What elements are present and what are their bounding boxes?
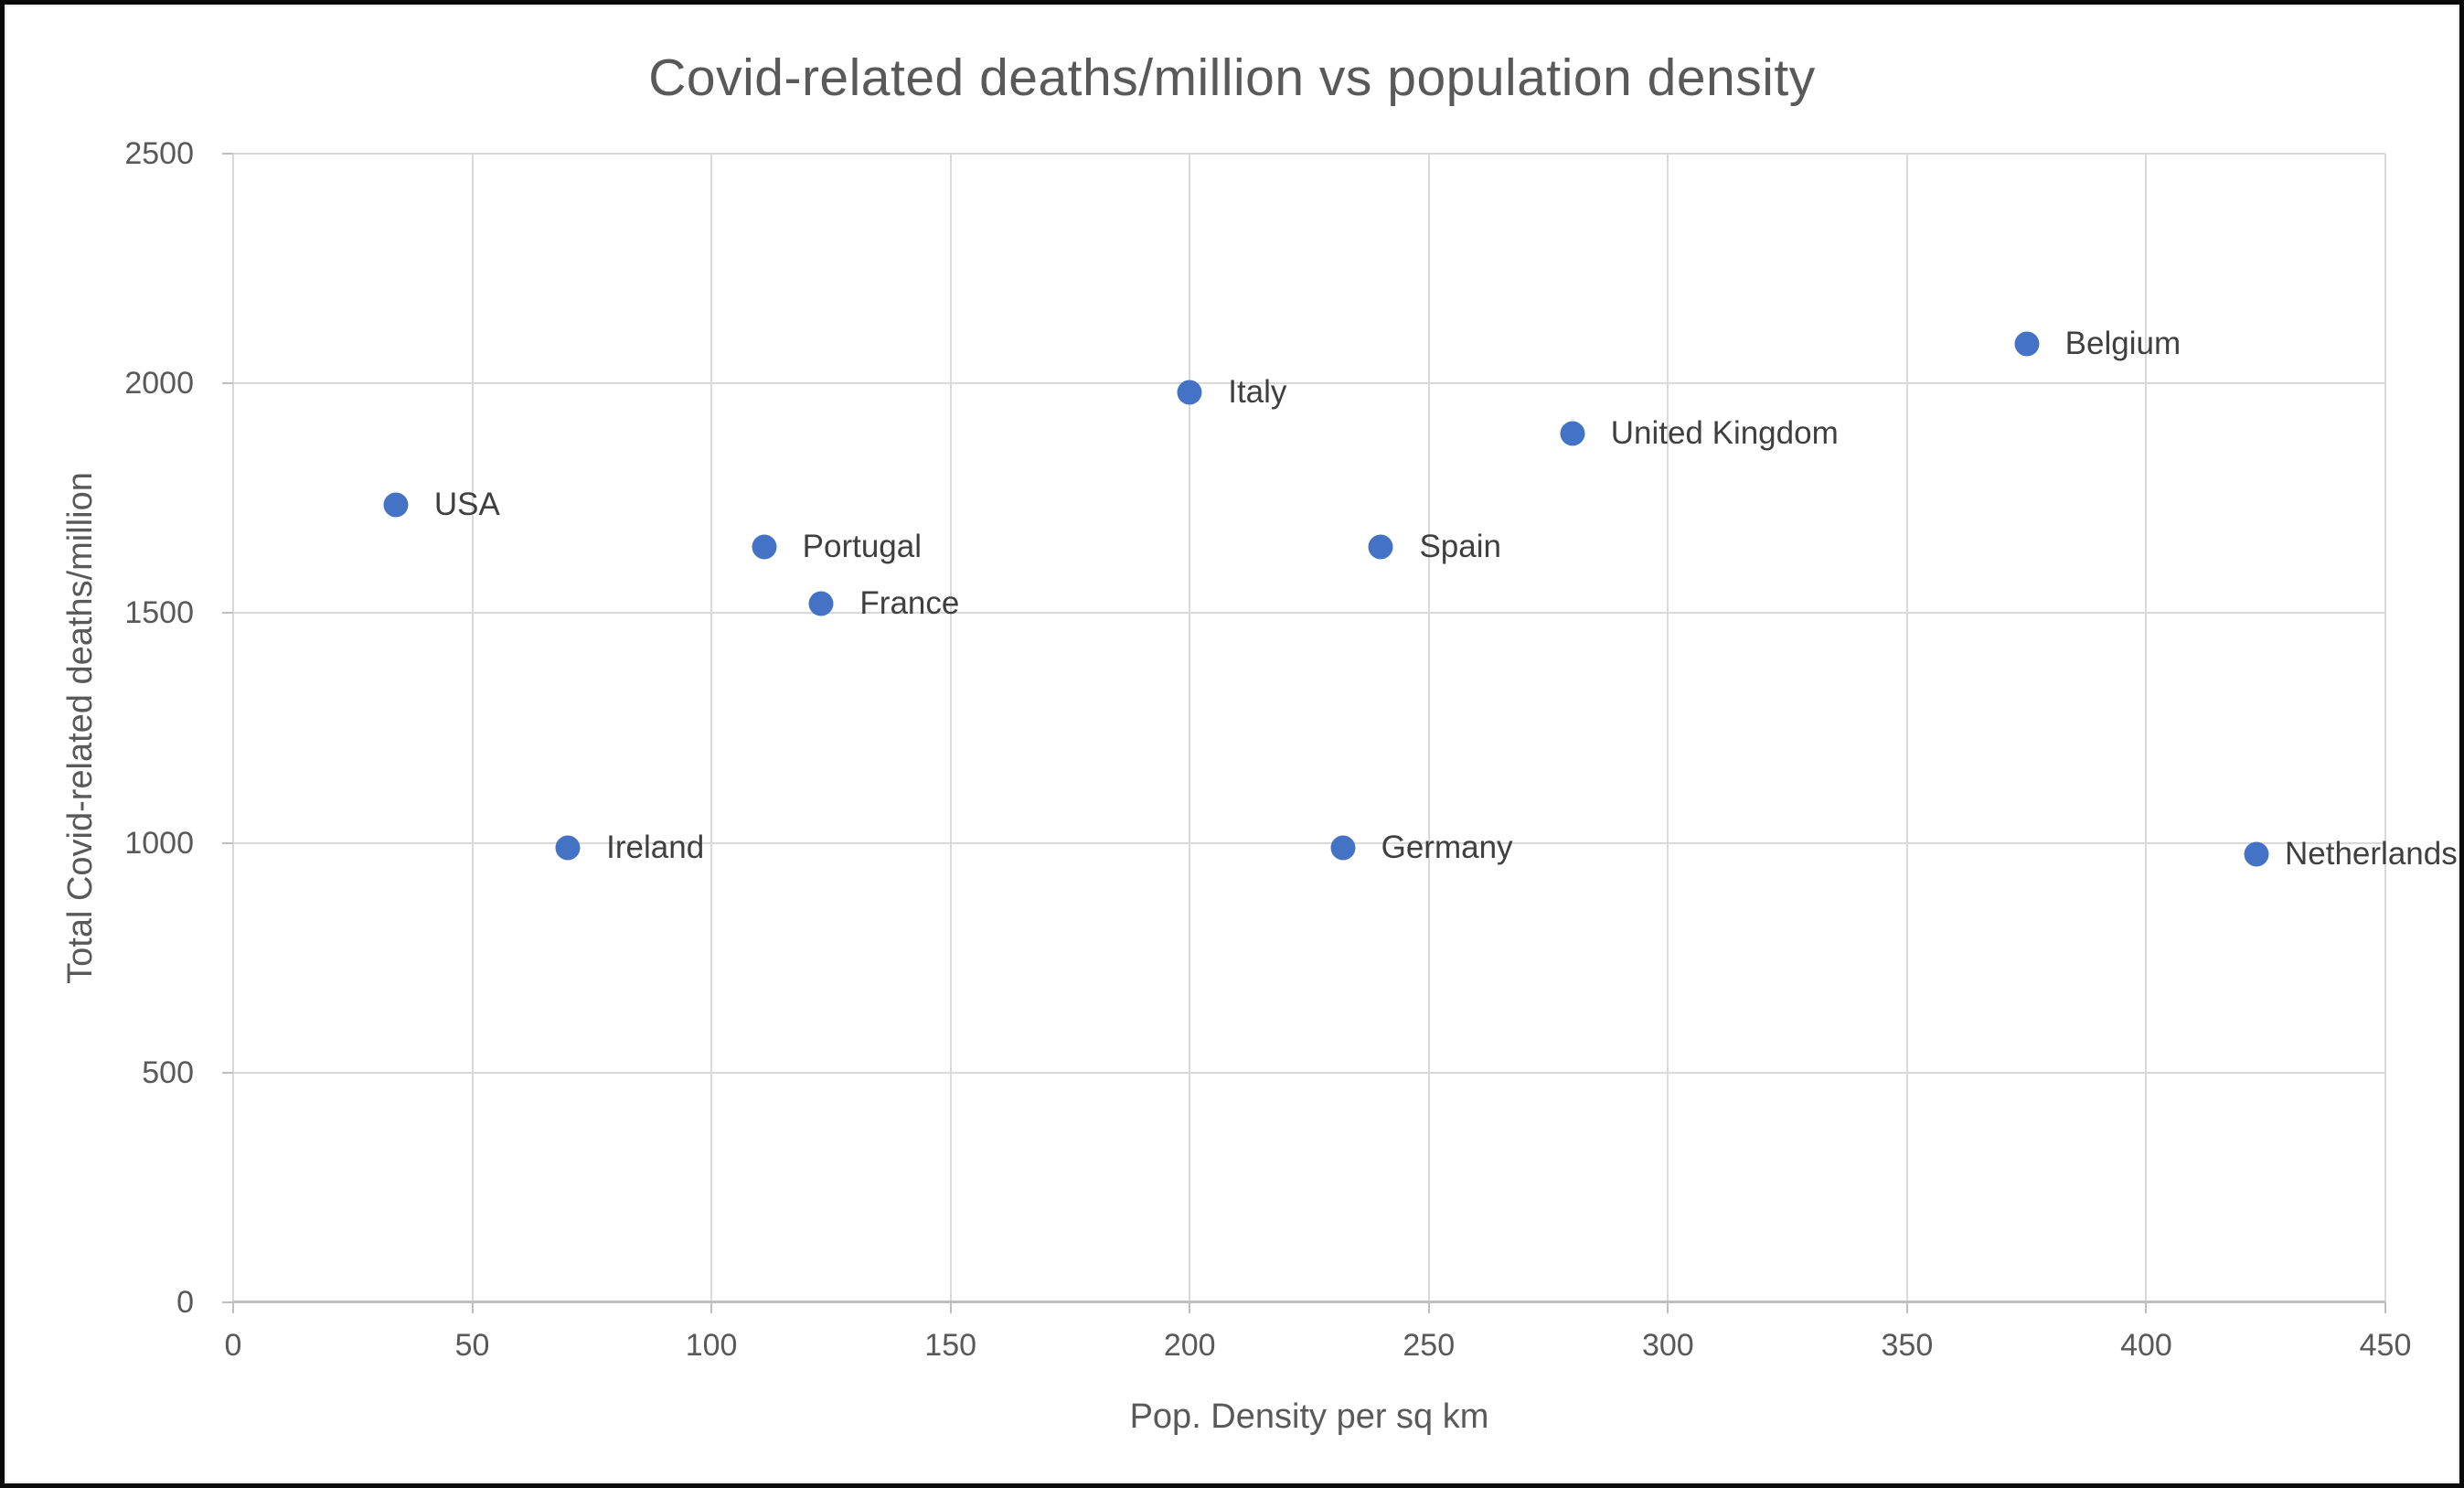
- x-tick-label: 50: [454, 1328, 490, 1363]
- data-point: [2244, 841, 2269, 867]
- data-point: [555, 835, 581, 861]
- data-point: [1330, 835, 1356, 861]
- y-tick-label: 500: [142, 1054, 194, 1090]
- gridline-vertical: [2145, 154, 2148, 1302]
- gridline-horizontal: [233, 612, 2385, 615]
- y-tick-mark: [222, 153, 233, 155]
- gridline-vertical: [1427, 154, 1430, 1302]
- x-tick-mark: [1667, 1302, 1669, 1313]
- x-tick-mark: [2145, 1302, 2148, 1313]
- data-point-label: United Kingdom: [1610, 415, 1839, 452]
- x-tick-label: 0: [224, 1328, 242, 1363]
- data-point: [1177, 380, 1202, 405]
- x-tick-label: 150: [924, 1328, 977, 1363]
- data-point-label: Italy: [1228, 374, 1287, 411]
- data-point: [808, 591, 834, 616]
- gridline-vertical: [949, 154, 952, 1302]
- y-tick-mark: [222, 841, 233, 844]
- y-tick-label: 1000: [124, 825, 194, 861]
- plot-area: [222, 153, 2386, 1313]
- x-tick-label: 350: [1881, 1328, 1934, 1363]
- data-point-label: Portugal: [802, 528, 923, 564]
- y-axis-title: Total Covid-related deaths/million: [61, 472, 100, 984]
- gridline-horizontal: [233, 841, 2385, 844]
- x-tick-mark: [1905, 1302, 1908, 1313]
- x-tick-mark: [710, 1302, 713, 1313]
- data-point: [383, 492, 409, 518]
- gridline-vertical: [1905, 154, 1908, 1302]
- x-tick-mark: [1427, 1302, 1430, 1313]
- x-tick-mark: [1189, 1302, 1191, 1313]
- data-point-label: Ireland: [606, 829, 705, 865]
- y-tick-mark: [222, 1071, 233, 1074]
- x-tick-mark: [949, 1302, 952, 1313]
- data-point-label: Belgium: [2064, 326, 2181, 362]
- x-tick-label: 400: [2120, 1328, 2172, 1363]
- chart-title: Covid-related deaths/million vs populati…: [648, 48, 1816, 107]
- gridline-vertical: [710, 154, 713, 1302]
- gridline-vertical: [1189, 154, 1191, 1302]
- x-tick-mark: [471, 1302, 474, 1313]
- gridline-horizontal: [233, 1071, 2385, 1074]
- x-tick-mark: [2384, 1302, 2386, 1313]
- x-tick-label: 200: [1163, 1328, 1216, 1363]
- data-point-label: USA: [433, 487, 500, 523]
- gridline-horizontal: [233, 382, 2385, 385]
- y-tick-mark: [222, 382, 233, 385]
- y-tick-label: 2500: [124, 136, 194, 171]
- y-tick-label: 2000: [124, 366, 194, 401]
- gridline-vertical: [232, 154, 234, 1302]
- data-point: [1368, 534, 1393, 560]
- data-point-label: Netherlands: [2285, 836, 2458, 872]
- y-tick-label: 1500: [124, 595, 194, 631]
- x-tick-label: 300: [1641, 1328, 1694, 1363]
- data-point-label: France: [859, 585, 960, 622]
- gridline-vertical: [2384, 154, 2386, 1302]
- x-tick-mark: [232, 1302, 234, 1313]
- x-tick-label: 100: [685, 1328, 738, 1363]
- x-axis-line: [233, 1301, 2385, 1303]
- gridline-vertical: [471, 154, 474, 1302]
- data-point-label: Spain: [1419, 528, 1501, 564]
- data-point: [2014, 331, 2040, 357]
- y-tick-mark: [222, 612, 233, 615]
- gridline-horizontal: [233, 153, 2385, 155]
- y-tick-mark: [222, 1301, 233, 1303]
- data-point: [1560, 421, 1585, 446]
- gridline-vertical: [1667, 154, 1669, 1302]
- x-tick-label: 250: [1403, 1328, 1456, 1363]
- x-axis-title: Pop. Density per sq km: [1129, 1397, 1489, 1436]
- x-tick-label: 450: [2359, 1328, 2412, 1363]
- data-point: [752, 534, 777, 560]
- y-tick-label: 0: [176, 1285, 194, 1320]
- data-point-label: Germany: [1381, 829, 1513, 865]
